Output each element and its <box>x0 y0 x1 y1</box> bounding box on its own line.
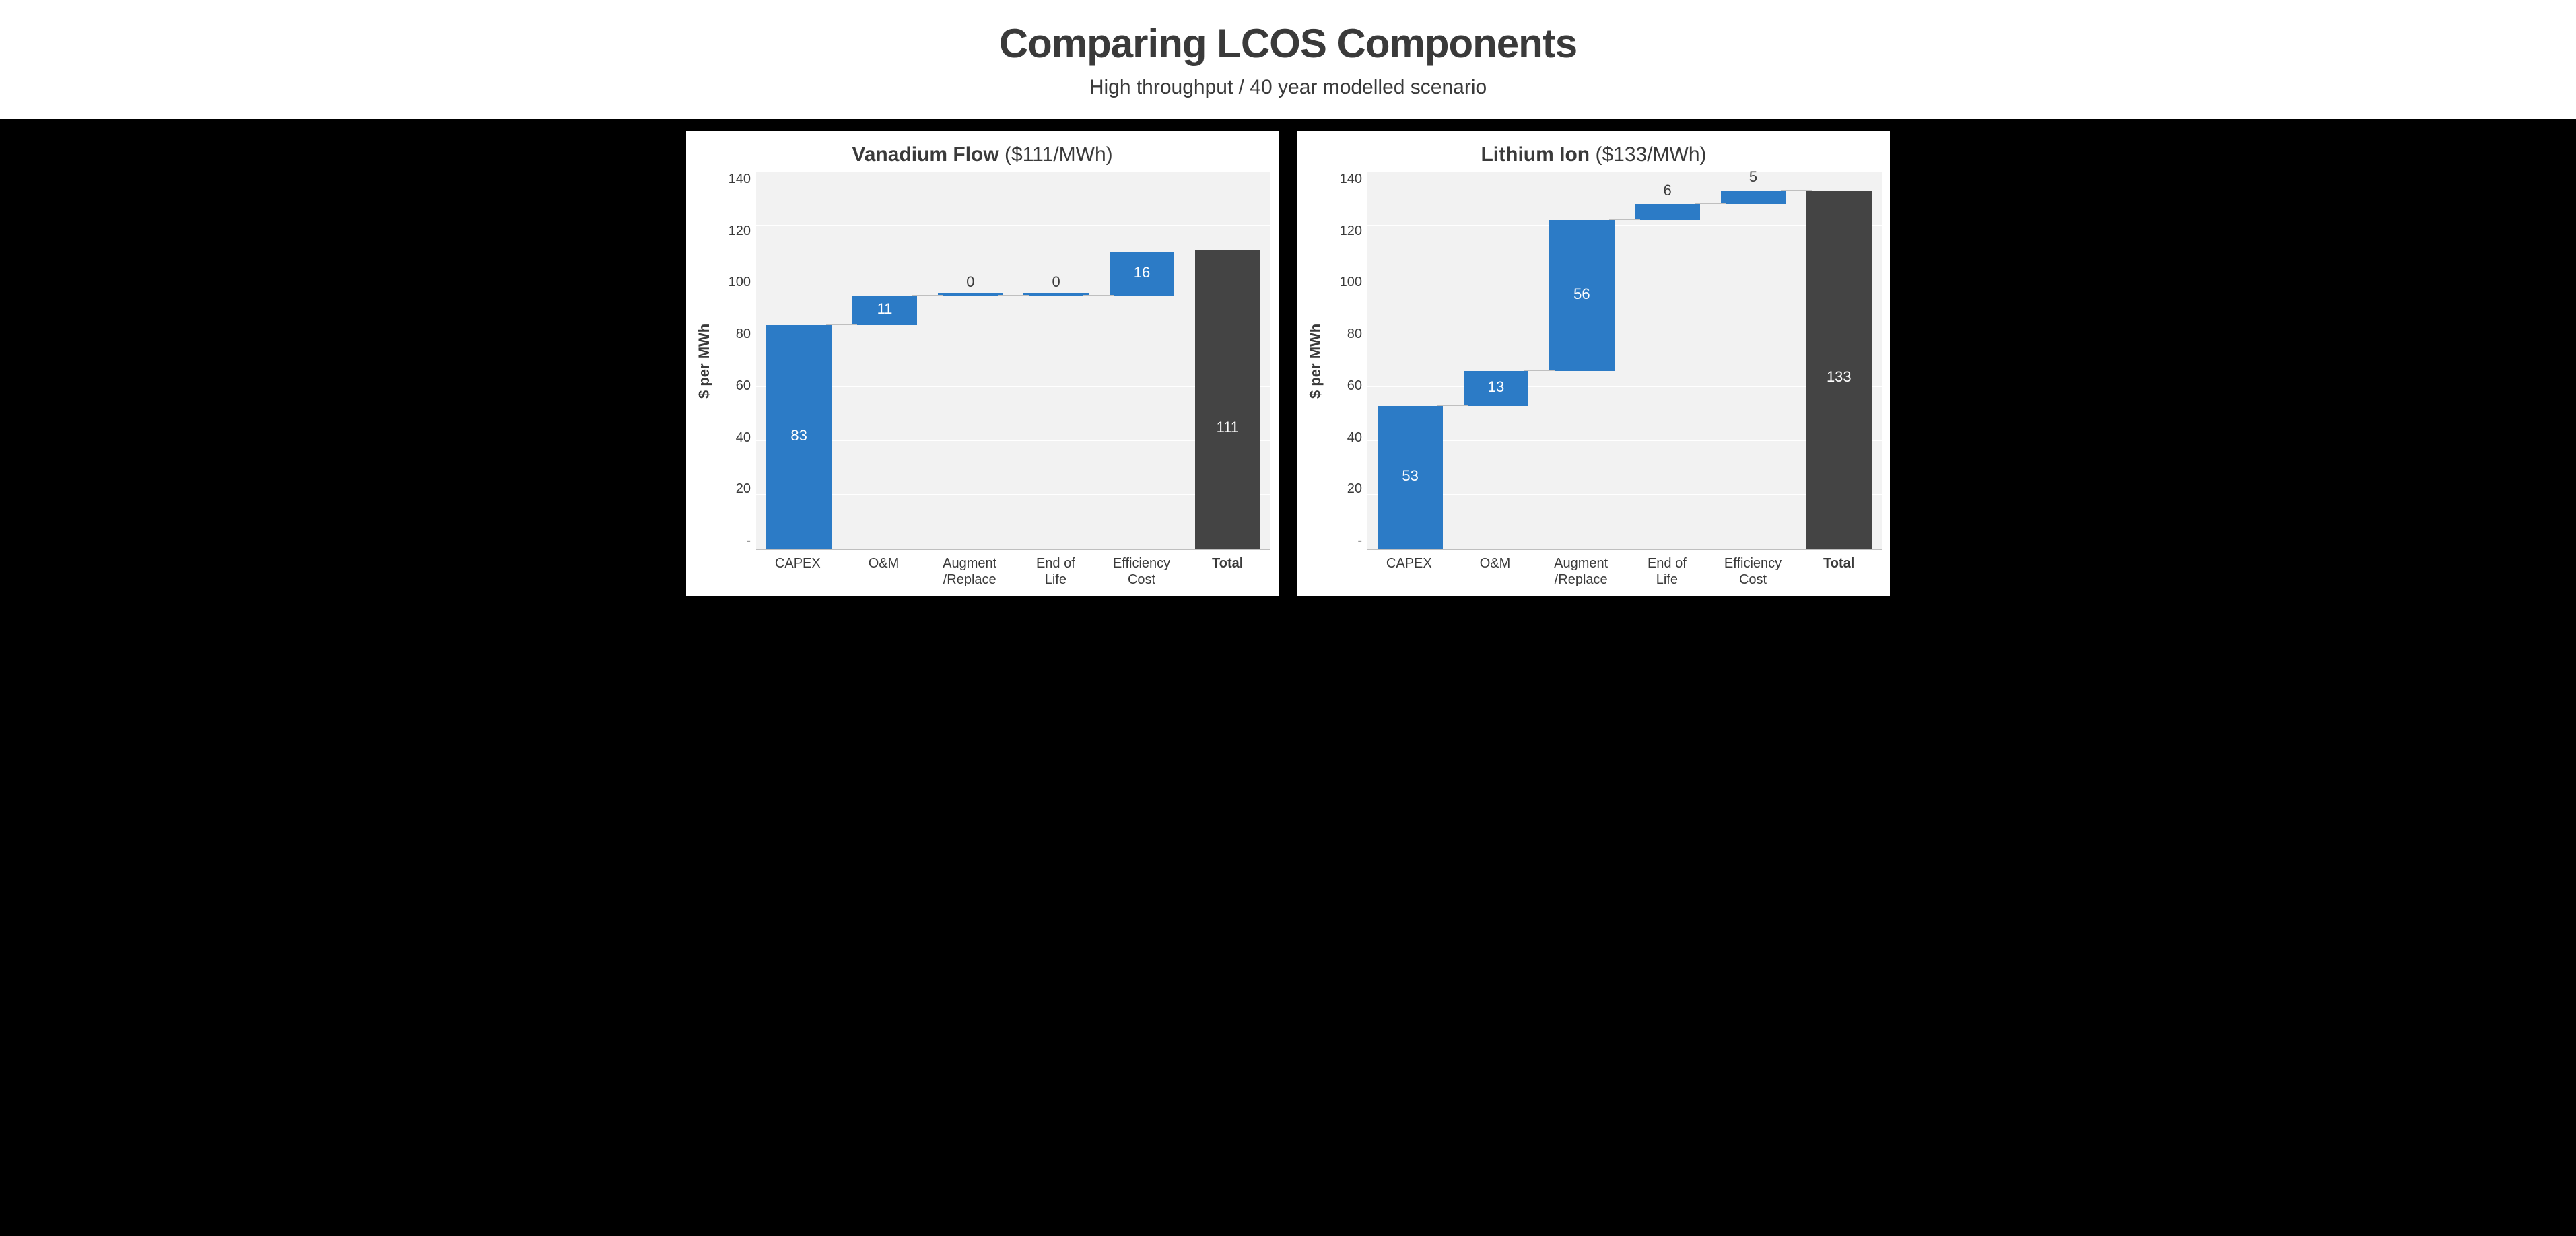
y-tick: 60 <box>1347 378 1362 394</box>
x-tick-label: O&M <box>841 550 927 588</box>
y-tick: 80 <box>1347 327 1362 342</box>
y-axis-label: $ per MWh <box>694 253 714 469</box>
charts-row: Vanadium Flow ($111/MWh)$ per MWh1401201… <box>0 119 2576 596</box>
axis-spacer <box>1306 550 1366 588</box>
x-tick-label: CAPEX <box>1366 550 1452 588</box>
component-bar <box>1635 204 1700 220</box>
panel-title: Vanadium Flow ($111/MWh) <box>694 143 1270 166</box>
y-tick: - <box>746 533 751 549</box>
panel-title-bold: Vanadium Flow <box>852 143 998 166</box>
page-subtitle: High throughput / 40 year modelled scena… <box>0 76 2576 99</box>
chart-wrap: $ per MWh14012010080604020-83110016111 <box>694 172 1270 550</box>
y-tick: 100 <box>1340 275 1362 290</box>
connector-line <box>826 324 857 325</box>
bar-value-label: 133 <box>1806 368 1872 386</box>
bar-column: 56 <box>1539 172 1625 549</box>
connector-line <box>1524 370 1555 371</box>
y-axis: 140 120 100 80 60 40 20 - <box>714 172 756 549</box>
connector-line <box>1695 203 1726 204</box>
y-tick: 20 <box>1347 481 1362 497</box>
bar-value-label: 0 <box>928 273 1013 291</box>
bar-column: 11 <box>842 172 927 549</box>
component-bar <box>1023 293 1089 296</box>
total-bar: 133 <box>1806 191 1872 549</box>
panel-title: Lithium Ion ($133/MWh) <box>1306 143 1882 166</box>
connector-line <box>998 295 1029 296</box>
connector-line <box>1437 405 1468 406</box>
bar-column: 53 <box>1367 172 1453 549</box>
y-tick: 120 <box>1340 224 1362 239</box>
bar-value-label: 5 <box>1710 168 1796 186</box>
bar-value-label: 13 <box>1453 378 1538 396</box>
bar-column: 5 <box>1710 172 1796 549</box>
chart-wrap: $ per MWh 140 120 100 80 60 40 20 - 53 13 56 65 133 <box>1306 172 1882 550</box>
y-tick: 120 <box>728 224 751 239</box>
bar-value-label: 56 <box>1539 285 1625 303</box>
plot-area: 53 13 56 65 133 <box>1367 172 1882 550</box>
bar-value-label: 6 <box>1625 182 1710 199</box>
chart-panel: Vanadium Flow ($111/MWh)$ per MWh1401201… <box>686 131 1279 596</box>
bars-container: 53 13 56 65 133 <box>1367 172 1882 549</box>
connector-line <box>912 295 943 296</box>
x-tick-label: End ofLife <box>1624 550 1710 588</box>
bar-value-label: 16 <box>1099 264 1184 281</box>
panel-title-rest: ($133/MWh) <box>1590 143 1706 166</box>
x-tick-label: EfficiencyCost <box>1710 550 1796 588</box>
bar-column: 16 <box>1099 172 1184 549</box>
y-tick: 40 <box>1347 430 1362 446</box>
x-tick-label: O&M <box>1452 550 1538 588</box>
bar-column: 13 <box>1453 172 1538 549</box>
y-tick: 80 <box>736 327 751 342</box>
component-bar <box>1721 191 1786 204</box>
x-tick-label: End ofLife <box>1013 550 1099 588</box>
x-tick-label: Augment/Replace <box>1538 550 1624 588</box>
panel-title-bold: Lithium Ion <box>1481 143 1590 166</box>
bar-column: 6 <box>1625 172 1710 549</box>
component-bar <box>938 293 1003 296</box>
bar-value-label: 11 <box>842 300 927 318</box>
y-tick: 20 <box>736 481 751 497</box>
x-tick-label: Total <box>1184 550 1270 588</box>
bar-value-label: 111 <box>1195 419 1260 436</box>
y-axis: 140 120 100 80 60 40 20 - <box>1326 172 1367 549</box>
bar-value-label: 0 <box>1013 273 1099 291</box>
bar-column: 83 <box>756 172 842 549</box>
connector-line <box>1781 190 1812 191</box>
page-header: Comparing LCOS Components High throughpu… <box>0 0 2576 119</box>
total-bar: 111 <box>1195 250 1260 549</box>
y-tick: - <box>1357 533 1362 549</box>
panel-title-rest: ($111/MWh) <box>999 143 1113 166</box>
plot-area: 83110016111 <box>756 172 1270 550</box>
bars-container: 83110016111 <box>756 172 1270 549</box>
x-tick-label: Total <box>1796 550 1882 588</box>
y-tick: 60 <box>736 378 751 394</box>
y-tick: 140 <box>1340 172 1362 187</box>
chart-panel: Lithium Ion ($133/MWh) $ per MWh 140 120 100… <box>1297 131 1890 596</box>
bar-value-label: 53 <box>1367 467 1453 485</box>
y-tick: 100 <box>728 275 751 290</box>
bar-column: 133 <box>1796 172 1882 549</box>
bar-column: 0 <box>1013 172 1099 549</box>
y-axis-label: $ per MWh <box>1306 253 1326 469</box>
connector-line <box>1609 219 1640 220</box>
y-tick: 140 <box>728 172 751 187</box>
axis-spacer <box>694 550 755 588</box>
x-tick-label: Augment/Replace <box>926 550 1013 588</box>
x-tick-label: CAPEX <box>755 550 841 588</box>
x-axis: CAPEXO&MAugment/ReplaceEnd ofLifeEfficie… <box>694 550 1270 588</box>
page-title: Comparing LCOS Components <box>0 20 2576 67</box>
y-tick: 40 <box>736 430 751 446</box>
x-axis: CAPEXO&MAugment/ReplaceEnd ofLifeEfficie… <box>1306 550 1882 588</box>
connector-line <box>1083 295 1114 296</box>
bar-value-label: 83 <box>756 427 842 444</box>
bar-column: 0 <box>928 172 1013 549</box>
bar-column: 111 <box>1185 172 1270 549</box>
x-tick-label: EfficiencyCost <box>1099 550 1185 588</box>
